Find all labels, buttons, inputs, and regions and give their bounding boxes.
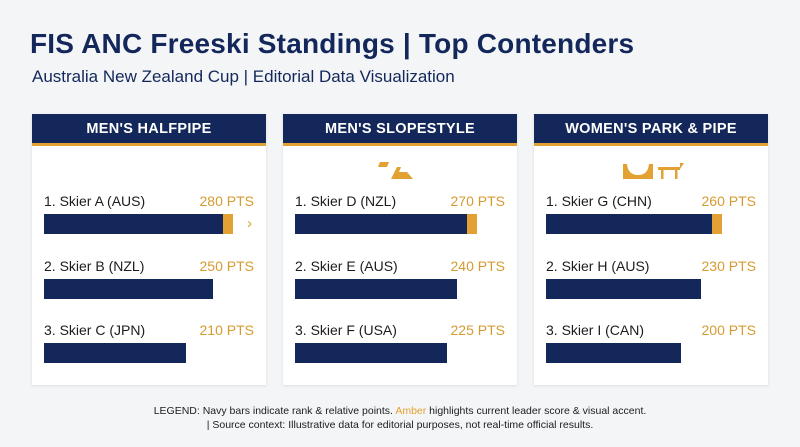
skier-label: 3. Skier I (CAN) bbox=[546, 322, 645, 338]
page-subtitle: Australia New Zealand Cup | Editorial Da… bbox=[32, 67, 455, 86]
legend: LEGEND: Navy bars indicate rank & relati… bbox=[0, 404, 800, 432]
points-bar bbox=[44, 214, 233, 234]
points-label: 260 PTS bbox=[701, 193, 756, 209]
standings-panel: MEN'S SLOPESTYLE 1. Skier D (NZL) 270 PTS 2… bbox=[283, 114, 517, 385]
bar-track: › bbox=[44, 214, 252, 234]
points-label: 240 PTS bbox=[450, 258, 505, 274]
skier-label: 1. Skier A (AUS) bbox=[44, 193, 146, 209]
legend-text-amber: highlights current leader score & visual… bbox=[429, 405, 647, 417]
standings-panel: WOMEN'S PARK & PIPE 1. Skier G (CHN) 260 P… bbox=[534, 114, 768, 385]
skier-label: 1. Skier G (CHN) bbox=[546, 193, 652, 209]
bar-track bbox=[44, 343, 240, 363]
legend-text-navy: LEGEND: Navy bars indicate rank & relati… bbox=[153, 405, 393, 417]
panel-title: WOMEN'S PARK & PIPE bbox=[534, 114, 768, 146]
points-label: 210 PTS bbox=[199, 322, 254, 338]
standings-panel: MEN'S HALFPIPE 1. Skier A (AUS) 280 PTS › 2.… bbox=[32, 114, 266, 385]
points-bar bbox=[44, 343, 186, 363]
leader-accent bbox=[712, 214, 722, 234]
skier-label: 2. Skier B (NZL) bbox=[44, 258, 145, 274]
points-label: 250 PTS bbox=[199, 258, 254, 274]
points-label: 270 PTS bbox=[450, 193, 505, 209]
bar-track bbox=[546, 343, 742, 363]
chevron-right-icon: › bbox=[247, 215, 252, 232]
points-bar bbox=[295, 279, 457, 299]
panel-icon bbox=[534, 157, 768, 185]
skier-label: 3. Skier C (JPN) bbox=[44, 322, 146, 338]
panel-title: MEN'S SLOPESTYLE bbox=[283, 114, 517, 146]
bar-track bbox=[546, 214, 742, 234]
points-bar bbox=[546, 343, 681, 363]
skier-label: 2. Skier H (AUS) bbox=[546, 258, 650, 274]
legend-line-2: | Source context: Illustrative data for … bbox=[206, 419, 594, 431]
skier-label: 2. Skier E (AUS) bbox=[295, 258, 398, 274]
leader-accent bbox=[467, 214, 477, 234]
legend-amber-word: Amber bbox=[395, 405, 427, 417]
points-bar bbox=[295, 214, 477, 234]
skier-label: 3. Skier F (USA) bbox=[295, 322, 397, 338]
points-bar bbox=[546, 214, 722, 234]
points-label: 225 PTS bbox=[450, 322, 505, 338]
points-label: 200 PTS bbox=[701, 322, 756, 338]
slopestyle-jump-icon bbox=[378, 162, 413, 179]
points-label: 280 PTS bbox=[199, 193, 254, 209]
bar-track bbox=[546, 279, 742, 299]
points-label: 230 PTS bbox=[701, 258, 756, 274]
bar-track bbox=[295, 214, 491, 234]
points-bar bbox=[546, 279, 701, 299]
halfpipe-rail-icon bbox=[623, 163, 684, 179]
page-title: FIS ANC Freeski Standings | Top Contende… bbox=[30, 28, 635, 59]
panel-icon bbox=[283, 157, 517, 185]
leader-accent bbox=[223, 214, 233, 234]
legend-line-1: LEGEND: Navy bars indicate rank & relati… bbox=[0, 404, 800, 418]
bar-track bbox=[295, 343, 491, 363]
points-bar bbox=[295, 343, 447, 363]
points-bar bbox=[44, 279, 213, 299]
skier-label: 1. Skier D (NZL) bbox=[295, 193, 397, 209]
panel-title: MEN'S HALFPIPE bbox=[32, 114, 266, 146]
bar-track bbox=[295, 279, 491, 299]
bar-track bbox=[44, 279, 240, 299]
